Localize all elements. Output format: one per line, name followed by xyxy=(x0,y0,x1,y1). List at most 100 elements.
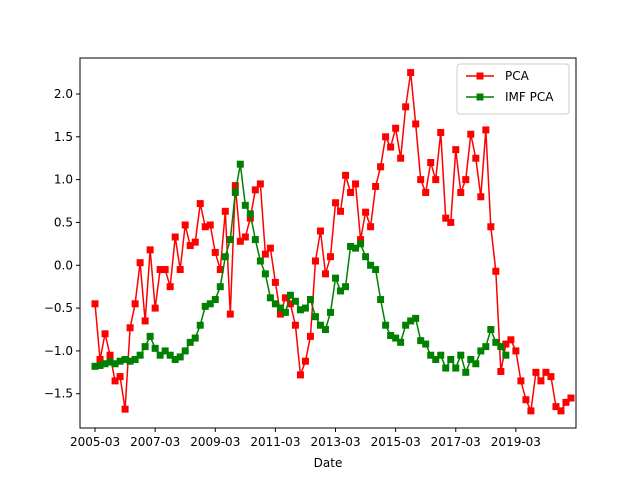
data-point xyxy=(377,296,385,304)
data-point xyxy=(347,188,355,196)
data-point xyxy=(176,353,184,361)
data-point xyxy=(472,360,480,368)
data-point xyxy=(447,218,455,226)
data-point xyxy=(106,358,114,366)
data-point xyxy=(457,351,465,359)
data-point xyxy=(201,302,209,310)
data-point xyxy=(191,334,199,342)
data-point xyxy=(261,250,269,258)
data-point xyxy=(116,373,124,381)
data-point xyxy=(462,176,470,184)
data-point xyxy=(181,221,189,229)
data-point xyxy=(452,146,460,154)
data-point xyxy=(231,188,239,196)
data-point xyxy=(402,103,410,111)
data-point xyxy=(422,188,430,196)
data-point xyxy=(101,360,109,368)
data-point xyxy=(96,361,104,369)
data-point xyxy=(196,321,204,329)
x-tick-label: 2017-03 xyxy=(431,435,481,449)
data-point xyxy=(146,246,154,254)
data-point xyxy=(437,351,445,359)
x-tick-label: 2007-03 xyxy=(130,435,180,449)
data-point xyxy=(201,223,209,231)
data-point xyxy=(567,394,575,402)
data-point xyxy=(412,120,420,128)
data-point xyxy=(111,377,119,385)
data-point xyxy=(166,351,174,359)
data-point xyxy=(96,355,104,363)
data-point xyxy=(256,180,264,188)
data-point xyxy=(191,238,199,246)
data-point xyxy=(251,186,259,194)
data-point xyxy=(266,244,274,252)
y-tick-label: −1.5 xyxy=(44,387,73,401)
data-point xyxy=(332,274,340,282)
data-point xyxy=(131,300,139,308)
data-point xyxy=(392,334,400,342)
data-point xyxy=(321,270,329,278)
legend-item: IMF PCA xyxy=(466,90,554,104)
x-tick-label: 2019-03 xyxy=(491,435,541,449)
data-point xyxy=(186,242,194,250)
data-point xyxy=(482,343,490,351)
x-tick-label: 2015-03 xyxy=(371,435,421,449)
data-point xyxy=(422,340,430,348)
data-point xyxy=(161,347,169,355)
data-point xyxy=(432,355,440,363)
y-tick-label: 1.5 xyxy=(54,130,73,144)
data-point xyxy=(477,193,485,201)
data-point xyxy=(427,158,435,166)
legend-marker xyxy=(476,72,484,80)
data-point xyxy=(517,377,525,385)
y-tick-label: −0.5 xyxy=(44,301,73,315)
data-point xyxy=(352,244,360,252)
data-point xyxy=(467,355,475,363)
legend-marker xyxy=(476,93,484,101)
data-point xyxy=(377,163,385,171)
data-point xyxy=(332,199,340,207)
y-tick-label: 0.5 xyxy=(54,215,73,229)
data-point xyxy=(246,214,254,222)
data-point xyxy=(442,214,450,222)
data-point xyxy=(412,314,420,322)
legend-label: PCA xyxy=(505,69,530,83)
data-point xyxy=(407,69,415,77)
data-point xyxy=(171,233,179,241)
data-point xyxy=(281,294,289,302)
y-tick-label: 0.0 xyxy=(54,258,73,272)
data-point xyxy=(246,210,254,218)
data-point xyxy=(316,321,324,329)
data-point xyxy=(337,207,345,215)
y-tick-label: −1.0 xyxy=(44,344,73,358)
data-point xyxy=(472,154,480,162)
data-point xyxy=(392,124,400,132)
data-point xyxy=(562,398,570,406)
x-tick-label: 2005-03 xyxy=(70,435,120,449)
data-point xyxy=(327,253,335,261)
data-point xyxy=(387,143,395,151)
data-point xyxy=(281,308,289,316)
data-point xyxy=(432,176,440,184)
data-point xyxy=(271,300,279,308)
data-point xyxy=(111,360,119,368)
data-point xyxy=(146,332,154,340)
series-line-pca xyxy=(94,71,572,412)
data-point xyxy=(266,294,274,302)
data-point xyxy=(196,200,204,208)
data-point xyxy=(106,351,114,359)
data-point xyxy=(131,355,139,363)
data-point xyxy=(141,343,149,351)
series-pca xyxy=(91,69,575,415)
data-point xyxy=(402,321,410,329)
data-point xyxy=(452,364,460,372)
data-point xyxy=(236,237,244,245)
data-point xyxy=(151,304,159,312)
data-point xyxy=(161,266,169,274)
data-point xyxy=(367,261,375,269)
data-point xyxy=(226,236,234,244)
data-point xyxy=(437,129,445,137)
data-point xyxy=(276,304,284,312)
data-point xyxy=(291,321,299,329)
data-point xyxy=(397,338,405,346)
